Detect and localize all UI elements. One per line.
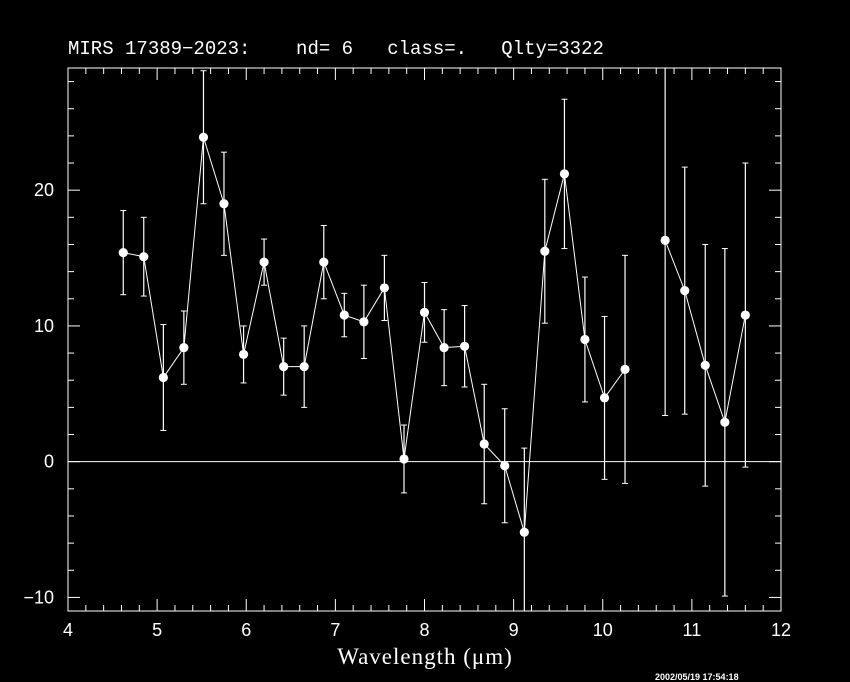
data-point: [740, 310, 750, 320]
axis-tick-labels: 4 5 6 7 8 9 10 11 12 −10 0 10 20: [23, 180, 791, 640]
data-point: [379, 283, 389, 293]
x-tick-label: 7: [330, 620, 340, 640]
x-tick-label: 8: [419, 620, 429, 640]
data-point: [198, 132, 209, 142]
data-point: [158, 372, 168, 383]
x-tick-label: 9: [509, 620, 519, 640]
x-axis-label: Wavelength (μm): [337, 644, 513, 669]
data-point: [238, 349, 249, 360]
data-point: [559, 169, 570, 179]
y-tick-label: 0: [44, 452, 54, 472]
data-point: [279, 362, 289, 372]
data-point: [399, 454, 409, 464]
data-point: [339, 310, 349, 320]
x-tick-label: 11: [683, 620, 702, 640]
data-point: [259, 257, 269, 267]
data-point: [660, 235, 670, 246]
data-point: [460, 341, 470, 351]
data-point: [179, 343, 189, 353]
data-point: [359, 317, 369, 327]
data-point: [700, 360, 710, 370]
y-tick-label: 10: [34, 316, 54, 336]
x-tick-label: 10: [593, 620, 613, 640]
data-point: [419, 307, 430, 317]
data-point: [680, 286, 690, 296]
data-point: [500, 461, 510, 471]
timestamp: 2002/05/19 17:54:18: [655, 672, 739, 682]
x-tick-label: 12: [771, 620, 791, 640]
data-point: [519, 527, 529, 537]
y-tick-label: −10: [23, 587, 54, 607]
data-point: [219, 199, 229, 209]
data-point: [720, 417, 730, 427]
data-point: [540, 246, 550, 256]
data-point: [620, 364, 630, 374]
data-point: [479, 439, 489, 449]
data-point: [139, 252, 149, 262]
data-point: [439, 343, 449, 353]
data-point: [580, 334, 590, 345]
data-point: [599, 393, 610, 403]
series-line: [123, 137, 626, 533]
data-point: [118, 248, 128, 258]
x-tick-label: 6: [241, 620, 251, 640]
x-tick-label: 5: [152, 620, 162, 640]
chart-title: MIRS 17389−2023: nd= 6 class=. Qlty=3322: [68, 38, 604, 60]
y-tick-label: 20: [34, 180, 54, 200]
data-series: [118, 68, 750, 611]
data-point: [319, 257, 329, 267]
data-point: [299, 362, 309, 372]
x-tick-label: 4: [63, 620, 73, 640]
